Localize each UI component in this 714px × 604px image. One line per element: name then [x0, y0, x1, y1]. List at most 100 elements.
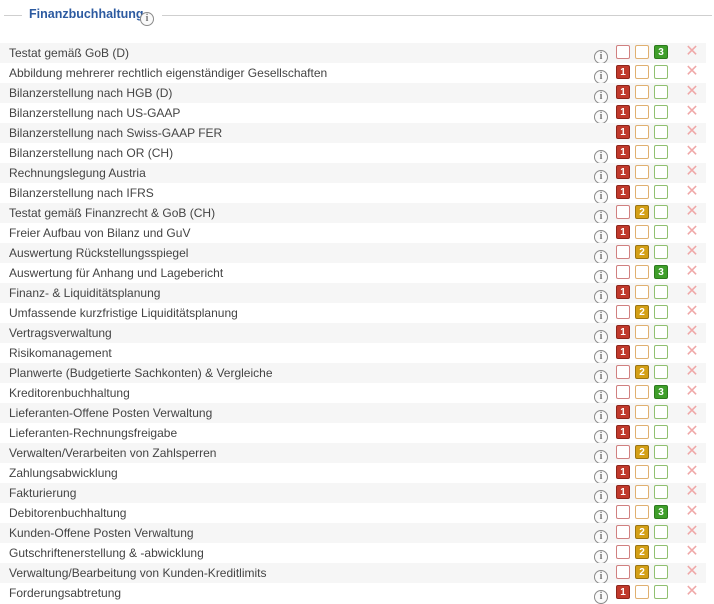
level-1-checkbox[interactable]: 1 — [616, 65, 630, 79]
remove-icon[interactable]: ✕ — [685, 363, 699, 380]
level-2-checkbox[interactable] — [635, 125, 649, 139]
section-info[interactable]: i — [140, 8, 154, 26]
level-3-checkbox[interactable] — [654, 65, 668, 79]
level-3-checkbox[interactable] — [654, 345, 668, 359]
info-icon[interactable]: i — [594, 590, 608, 604]
row-info-button[interactable]: i — [594, 526, 608, 544]
level-3-checkbox[interactable] — [654, 405, 668, 419]
level-1-checkbox[interactable]: 1 — [616, 185, 630, 199]
level-3-checkbox[interactable]: 3 — [654, 45, 668, 59]
level-1-checkbox[interactable] — [616, 45, 630, 59]
info-icon[interactable]: i — [594, 270, 608, 284]
row-info-button[interactable]: i — [594, 146, 608, 164]
level-2-checkbox[interactable]: 2 — [635, 245, 649, 259]
remove-icon[interactable]: ✕ — [685, 543, 699, 560]
info-icon[interactable]: i — [594, 470, 608, 484]
row-info-button[interactable]: i — [594, 446, 608, 464]
level-1-checkbox[interactable] — [616, 385, 630, 399]
level-2-checkbox[interactable] — [635, 425, 649, 439]
row-info-button[interactable]: i — [594, 466, 608, 484]
level-1-checkbox[interactable]: 1 — [616, 145, 630, 159]
level-1-checkbox[interactable] — [616, 505, 630, 519]
level-2-checkbox[interactable]: 2 — [635, 205, 649, 219]
level-2-checkbox[interactable] — [635, 345, 649, 359]
info-icon[interactable]: i — [594, 430, 608, 444]
row-info-button[interactable]: i — [594, 66, 608, 84]
remove-icon[interactable]: ✕ — [685, 423, 699, 440]
info-icon[interactable]: i — [594, 370, 608, 384]
row-info-button[interactable]: i — [594, 266, 608, 284]
level-2-checkbox[interactable] — [635, 325, 649, 339]
level-1-checkbox[interactable]: 1 — [616, 585, 630, 599]
remove-icon[interactable]: ✕ — [685, 503, 699, 520]
level-2-checkbox[interactable] — [635, 505, 649, 519]
level-1-checkbox[interactable] — [616, 365, 630, 379]
row-info-button[interactable]: i — [594, 106, 608, 124]
level-2-checkbox[interactable] — [635, 105, 649, 119]
row-info-button[interactable]: i — [594, 566, 608, 584]
info-icon[interactable]: i — [594, 410, 608, 424]
level-3-checkbox[interactable] — [654, 525, 668, 539]
level-1-checkbox[interactable]: 1 — [616, 105, 630, 119]
level-3-checkbox[interactable]: 3 — [654, 265, 668, 279]
remove-icon[interactable]: ✕ — [685, 323, 699, 340]
level-3-checkbox[interactable] — [654, 165, 668, 179]
remove-icon[interactable]: ✕ — [685, 283, 699, 300]
level-1-checkbox[interactable] — [616, 205, 630, 219]
level-2-checkbox[interactable]: 2 — [635, 365, 649, 379]
row-info-button[interactable]: i — [594, 366, 608, 384]
row-info-button[interactable]: i — [594, 226, 608, 244]
level-3-checkbox[interactable] — [654, 425, 668, 439]
remove-icon[interactable]: ✕ — [685, 43, 699, 60]
level-3-checkbox[interactable] — [654, 245, 668, 259]
remove-icon[interactable]: ✕ — [685, 443, 699, 460]
remove-icon[interactable]: ✕ — [685, 343, 699, 360]
level-2-checkbox[interactable] — [635, 65, 649, 79]
level-3-checkbox[interactable] — [654, 305, 668, 319]
remove-icon[interactable]: ✕ — [685, 63, 699, 80]
level-1-checkbox[interactable]: 1 — [616, 225, 630, 239]
level-1-checkbox[interactable] — [616, 265, 630, 279]
row-info-button[interactable]: i — [594, 246, 608, 264]
level-3-checkbox[interactable] — [654, 125, 668, 139]
row-info-button[interactable]: i — [594, 406, 608, 424]
info-icon[interactable]: i — [594, 110, 608, 124]
row-info-button[interactable]: i — [594, 286, 608, 304]
remove-icon[interactable]: ✕ — [685, 123, 699, 140]
level-1-checkbox[interactable] — [616, 445, 630, 459]
remove-icon[interactable]: ✕ — [685, 383, 699, 400]
info-icon[interactable]: i — [594, 550, 608, 564]
remove-icon[interactable]: ✕ — [685, 263, 699, 280]
level-2-checkbox[interactable] — [635, 145, 649, 159]
remove-icon[interactable]: ✕ — [685, 243, 699, 260]
remove-icon[interactable]: ✕ — [685, 183, 699, 200]
info-icon[interactable]: i — [594, 450, 608, 464]
level-3-checkbox[interactable] — [654, 145, 668, 159]
level-2-checkbox[interactable] — [635, 385, 649, 399]
remove-icon[interactable]: ✕ — [685, 143, 699, 160]
level-3-checkbox[interactable] — [654, 325, 668, 339]
row-info-button[interactable]: i — [594, 86, 608, 104]
level-3-checkbox[interactable] — [654, 105, 668, 119]
remove-icon[interactable]: ✕ — [685, 583, 699, 600]
info-icon[interactable]: i — [594, 210, 608, 224]
level-3-checkbox[interactable] — [654, 225, 668, 239]
row-info-button[interactable]: i — [594, 306, 608, 324]
remove-icon[interactable]: ✕ — [685, 163, 699, 180]
level-1-checkbox[interactable] — [616, 525, 630, 539]
info-icon[interactable]: i — [594, 490, 608, 504]
level-3-checkbox[interactable]: 3 — [654, 385, 668, 399]
level-1-checkbox[interactable]: 1 — [616, 465, 630, 479]
info-icon[interactable]: i — [594, 390, 608, 404]
level-2-checkbox[interactable] — [635, 45, 649, 59]
level-1-checkbox[interactable]: 1 — [616, 345, 630, 359]
remove-icon[interactable]: ✕ — [685, 463, 699, 480]
info-icon[interactable]: i — [594, 510, 608, 524]
row-info-button[interactable]: i — [594, 546, 608, 564]
level-1-checkbox[interactable] — [616, 565, 630, 579]
info-icon[interactable]: i — [594, 350, 608, 364]
remove-icon[interactable]: ✕ — [685, 103, 699, 120]
remove-icon[interactable]: ✕ — [685, 403, 699, 420]
remove-icon[interactable]: ✕ — [685, 483, 699, 500]
info-icon[interactable]: i — [594, 190, 608, 204]
